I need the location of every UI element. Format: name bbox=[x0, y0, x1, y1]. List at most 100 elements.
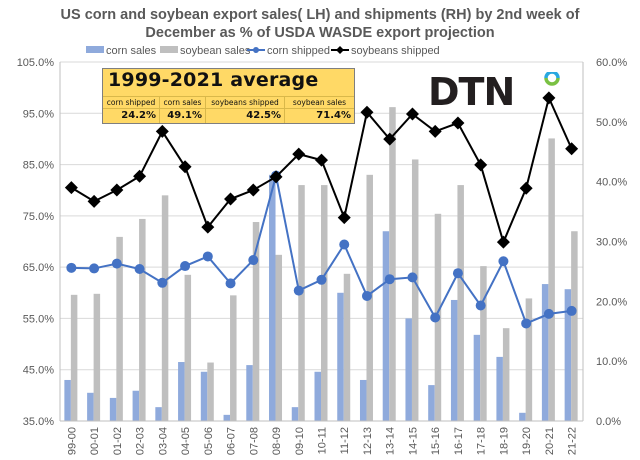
corn-shipped-point bbox=[384, 274, 395, 285]
soybean-sales-bar bbox=[525, 298, 533, 421]
x-axis-tick-label: 20-21 bbox=[544, 427, 556, 455]
corn-sales-bar bbox=[314, 371, 321, 421]
legend-marker-corn-shipped bbox=[253, 47, 259, 53]
corn-shipped-point bbox=[293, 285, 304, 296]
soybeans-shipped-point bbox=[542, 91, 556, 105]
corn-shipped-point bbox=[89, 263, 100, 274]
soybeans-shipped-point bbox=[224, 192, 238, 206]
soybeans-shipped-point bbox=[133, 169, 147, 183]
soybean-sales-bar bbox=[502, 328, 510, 421]
average-box-labels: corn shipped corn sales soybeans shipped… bbox=[103, 96, 354, 109]
legend-label-soybeans-shipped: soybeans shipped bbox=[351, 45, 440, 57]
legend-label-soybean-sales: soybean sales bbox=[180, 45, 251, 57]
soybeans-shipped-point bbox=[451, 116, 465, 130]
right-axis-tick-label: 40.0% bbox=[596, 177, 627, 189]
soybean-sales-bar bbox=[207, 362, 214, 421]
soybean-sales-bar bbox=[93, 293, 101, 421]
x-axis-tick-label: 11-12 bbox=[339, 427, 351, 454]
x-axis-tick-label: 08-09 bbox=[271, 427, 283, 455]
corn-sales-bar bbox=[223, 414, 231, 421]
corn-shipped-point bbox=[521, 318, 532, 329]
soybeans-shipped-point bbox=[496, 235, 510, 249]
right-axis-tick-label: 60.0% bbox=[596, 57, 627, 69]
soybean-sales-bar bbox=[548, 138, 555, 421]
right-axis-tick-label: 0.0% bbox=[596, 416, 621, 428]
soybean-sales-bar bbox=[411, 159, 419, 421]
corn-sales-bar bbox=[132, 390, 140, 421]
legend-swatch-soybean-sales bbox=[160, 46, 178, 53]
soybeans-shipped-point bbox=[315, 153, 328, 167]
legend-label-corn-shipped: corn shipped bbox=[267, 45, 330, 57]
chart-title-line-2: December as % of USDA WASDE export proje… bbox=[145, 25, 494, 41]
left-axis-tick-label: 65.0% bbox=[23, 262, 54, 274]
corn-shipped-point bbox=[339, 239, 350, 250]
soybeans-shipped-point bbox=[383, 132, 397, 146]
left-axis-tick-label: 35.0% bbox=[23, 416, 54, 428]
soybeans-shipped-point bbox=[201, 220, 215, 234]
left-axis-tick-label: 55.0% bbox=[23, 313, 54, 325]
corn-shipped-point bbox=[66, 262, 77, 273]
corn-sales-bar bbox=[246, 365, 253, 421]
avg-value-soybean-sales: 71.4% bbox=[316, 110, 351, 121]
x-axis-tick-label: 12-13 bbox=[362, 427, 374, 455]
corn-sales-bar bbox=[473, 334, 481, 421]
corn-sales-bar bbox=[450, 299, 458, 421]
x-axis-tick-label: 15-16 bbox=[430, 427, 442, 455]
avg-label-soybean-sales: soybean sales bbox=[292, 98, 347, 107]
corn-shipped-point bbox=[498, 256, 509, 267]
soybean-sales-bar bbox=[275, 254, 283, 421]
lines bbox=[64, 91, 579, 329]
soybeans-shipped-point bbox=[155, 124, 169, 138]
soybeans-shipped-point bbox=[519, 181, 533, 195]
corn-sales-bar bbox=[155, 407, 162, 421]
corn-sales-bar bbox=[564, 289, 572, 421]
legend-marker-soybeans-shipped bbox=[336, 46, 344, 54]
corn-sales-bar bbox=[200, 371, 208, 421]
x-axis-tick-label: 04-05 bbox=[180, 427, 192, 455]
bars bbox=[64, 107, 578, 421]
soybean-sales-bar bbox=[457, 185, 464, 421]
x-axis-tick-label: 05-06 bbox=[203, 427, 215, 455]
average-box-title: 1999-2021 average bbox=[108, 69, 319, 91]
avg-value-corn-shipped: 24.2% bbox=[103, 109, 160, 123]
soybeans-shipped-point bbox=[474, 158, 488, 172]
soybean-sales-bar bbox=[343, 273, 351, 421]
corn-shipped-point bbox=[202, 251, 213, 262]
average-box: 1999-2021 average corn shipped corn sale… bbox=[102, 68, 355, 124]
corn-sales-bar bbox=[405, 318, 412, 421]
corn-sales-bar bbox=[496, 356, 503, 421]
corn-sales-bar bbox=[178, 362, 185, 421]
corn-shipped-point bbox=[134, 264, 145, 275]
x-axis-tick-label: 13-14 bbox=[385, 427, 397, 455]
left-axis-tick-label: 45.0% bbox=[23, 365, 54, 377]
corn-sales-bar bbox=[109, 397, 117, 421]
x-axis-tick-label: 18-19 bbox=[498, 427, 510, 455]
x-axis-tick-label: 01-02 bbox=[112, 427, 124, 455]
right-axis-tick-label: 20.0% bbox=[596, 296, 627, 308]
left-axis-tick-label: 95.0% bbox=[23, 108, 54, 120]
corn-sales-bar bbox=[64, 379, 71, 421]
soybeans-shipped-point bbox=[292, 147, 306, 161]
x-axis-tick-label: 99-00 bbox=[66, 427, 78, 455]
corn-shipped-point bbox=[566, 305, 577, 316]
x-axis-tick-label: 14-15 bbox=[407, 427, 419, 455]
soybeans-shipped-point bbox=[405, 107, 419, 121]
avg-label-corn-shipped: corn shipped bbox=[103, 97, 160, 109]
soybean-sales-bar bbox=[389, 107, 396, 421]
corn-shipped-point bbox=[248, 255, 259, 266]
x-axis-tick-label: 10-11 bbox=[317, 427, 329, 454]
chart-title-line-1: US corn and soybean export sales( LH) an… bbox=[61, 7, 580, 23]
right-axis-tick-label: 50.0% bbox=[596, 117, 627, 129]
left-axis-tick-label: 85.0% bbox=[23, 160, 54, 172]
soybeans-shipped-point bbox=[337, 211, 351, 225]
dtn-logo: DTN bbox=[428, 72, 560, 112]
soybeans-shipped-point bbox=[269, 170, 283, 184]
soybeans-shipped-point bbox=[178, 160, 192, 174]
dtn-logo-text: DTN bbox=[428, 72, 514, 112]
legend-label-corn-sales: corn sales bbox=[106, 45, 157, 57]
corn-sales-bar bbox=[428, 385, 435, 421]
soybeans-shipped-point bbox=[87, 194, 101, 208]
soybeans-shipped-point bbox=[246, 183, 260, 197]
corn-sales-bar bbox=[269, 174, 276, 421]
corn-shipped-point bbox=[316, 274, 327, 285]
